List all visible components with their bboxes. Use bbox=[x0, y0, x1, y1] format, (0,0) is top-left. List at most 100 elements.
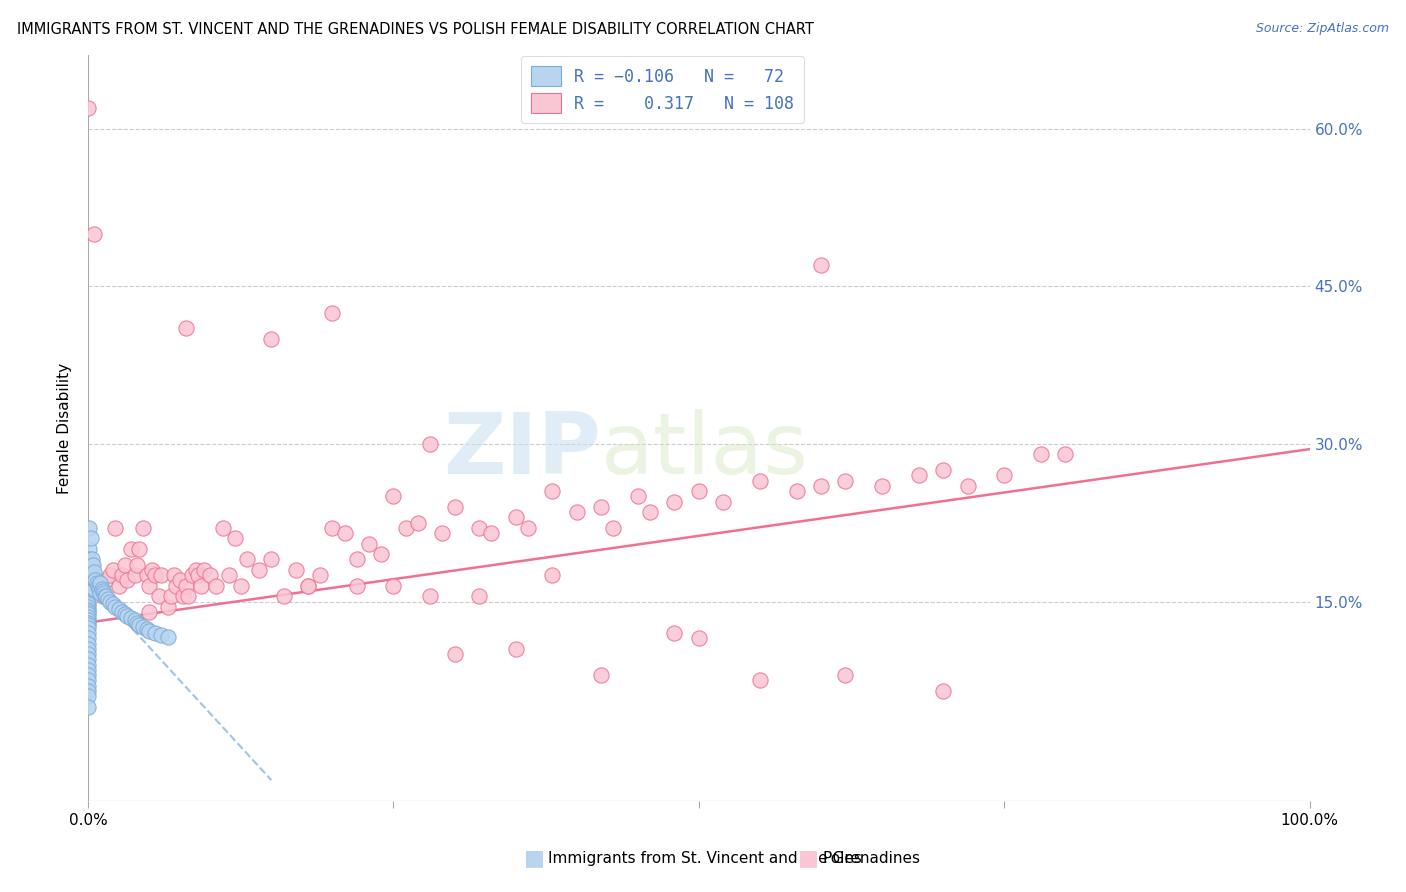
Point bbox=[156, 630, 179, 644]
Text: Immigrants from St. Vincent and the Grenadines: Immigrants from St. Vincent and the Gren… bbox=[548, 851, 921, 865]
Point bbox=[87, 579, 110, 593]
Point bbox=[172, 589, 194, 603]
Point bbox=[84, 574, 107, 588]
Point bbox=[169, 574, 191, 588]
Point bbox=[80, 552, 103, 566]
Point bbox=[125, 558, 148, 572]
Point bbox=[79, 579, 101, 593]
Point bbox=[77, 632, 100, 646]
Point bbox=[128, 617, 150, 632]
Point bbox=[86, 575, 108, 590]
Point bbox=[321, 521, 343, 535]
Point bbox=[82, 574, 104, 588]
Point bbox=[333, 526, 356, 541]
Point bbox=[77, 101, 100, 115]
Point bbox=[190, 579, 212, 593]
Point bbox=[443, 500, 465, 514]
Point bbox=[89, 575, 111, 590]
Point bbox=[748, 474, 770, 488]
Point bbox=[479, 526, 502, 541]
Point bbox=[224, 532, 246, 546]
Point bbox=[77, 603, 100, 617]
Point bbox=[163, 568, 186, 582]
Point bbox=[138, 624, 160, 638]
Point bbox=[1029, 447, 1052, 461]
Point bbox=[638, 505, 661, 519]
Point bbox=[77, 579, 100, 593]
Point bbox=[91, 584, 114, 599]
Point bbox=[107, 602, 129, 616]
Point bbox=[870, 479, 893, 493]
Point bbox=[810, 258, 832, 272]
Point bbox=[297, 579, 319, 593]
Point bbox=[96, 574, 118, 588]
Point bbox=[77, 584, 100, 599]
Point bbox=[77, 663, 100, 677]
Point bbox=[77, 621, 100, 635]
Point bbox=[184, 563, 207, 577]
Point bbox=[205, 579, 228, 593]
Point bbox=[907, 468, 929, 483]
Point bbox=[120, 611, 142, 625]
Point bbox=[260, 332, 283, 346]
Point bbox=[688, 632, 710, 646]
Text: ZIP: ZIP bbox=[443, 409, 602, 492]
Point bbox=[77, 599, 100, 614]
Point bbox=[115, 574, 138, 588]
Point bbox=[132, 521, 155, 535]
Point bbox=[160, 589, 183, 603]
Point bbox=[83, 582, 105, 596]
Point bbox=[627, 490, 650, 504]
Point bbox=[516, 521, 538, 535]
Point bbox=[77, 589, 100, 603]
Point bbox=[77, 597, 100, 611]
Point bbox=[468, 589, 491, 603]
Point bbox=[443, 647, 465, 661]
Point bbox=[591, 500, 613, 514]
Point bbox=[114, 607, 136, 621]
Y-axis label: Female Disability: Female Disability bbox=[58, 362, 72, 493]
Point bbox=[187, 568, 209, 582]
Point bbox=[77, 679, 100, 693]
Point bbox=[260, 552, 283, 566]
Point bbox=[321, 305, 343, 319]
Point bbox=[77, 683, 100, 698]
Point bbox=[956, 479, 979, 493]
Point bbox=[786, 484, 808, 499]
Point bbox=[602, 521, 624, 535]
Point bbox=[834, 474, 856, 488]
Point bbox=[124, 568, 146, 582]
Point bbox=[107, 579, 129, 593]
Point bbox=[346, 579, 368, 593]
Point bbox=[77, 699, 100, 714]
Point bbox=[91, 589, 114, 603]
Point bbox=[98, 568, 121, 582]
Point bbox=[77, 605, 100, 619]
Point bbox=[834, 668, 856, 682]
Point bbox=[120, 541, 142, 556]
Point bbox=[97, 592, 120, 607]
Point bbox=[174, 321, 197, 335]
Point bbox=[77, 668, 100, 682]
Point bbox=[87, 579, 110, 593]
Point bbox=[77, 594, 100, 608]
Point bbox=[177, 589, 200, 603]
Point bbox=[382, 579, 405, 593]
Point bbox=[284, 563, 307, 577]
Point bbox=[89, 586, 111, 600]
Point bbox=[664, 626, 686, 640]
Point bbox=[419, 589, 441, 603]
Point bbox=[156, 599, 179, 614]
Point bbox=[505, 641, 527, 656]
Point bbox=[77, 626, 100, 640]
Point bbox=[150, 628, 173, 642]
Point bbox=[236, 552, 259, 566]
Point bbox=[79, 532, 101, 546]
Point bbox=[79, 541, 101, 556]
Point bbox=[143, 568, 166, 582]
Point bbox=[932, 683, 955, 698]
Point bbox=[664, 494, 686, 508]
Point bbox=[132, 620, 155, 634]
Point bbox=[125, 615, 148, 630]
Point bbox=[77, 617, 100, 632]
